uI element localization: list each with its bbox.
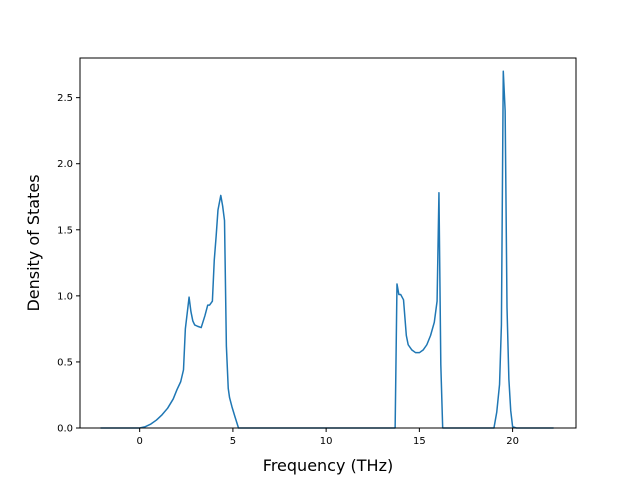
- x-tick-label: 5: [230, 436, 236, 447]
- y-tick-label: 0.5: [57, 357, 73, 368]
- x-tick-label: 15: [413, 436, 426, 447]
- y-tick-label: 2.0: [57, 159, 73, 170]
- y-axis-title: Density of States: [24, 174, 43, 311]
- x-tick-label: 20: [506, 436, 519, 447]
- x-tick-label: 0: [136, 436, 142, 447]
- y-tick-label: 0.0: [57, 424, 73, 435]
- x-axis-title: Frequency (THz): [263, 456, 393, 475]
- plot-frame: [79, 57, 577, 429]
- y-axis: 0.0 0.5 1.0 1.5 2.0 2.5: [57, 93, 80, 435]
- x-axis: 0 5 10 15 20: [136, 428, 519, 447]
- y-tick-label: 1.5: [57, 225, 73, 236]
- y-tick-label: 1.0: [57, 291, 73, 302]
- x-tick-label: 10: [320, 436, 333, 447]
- y-tick-label: 2.5: [57, 93, 73, 104]
